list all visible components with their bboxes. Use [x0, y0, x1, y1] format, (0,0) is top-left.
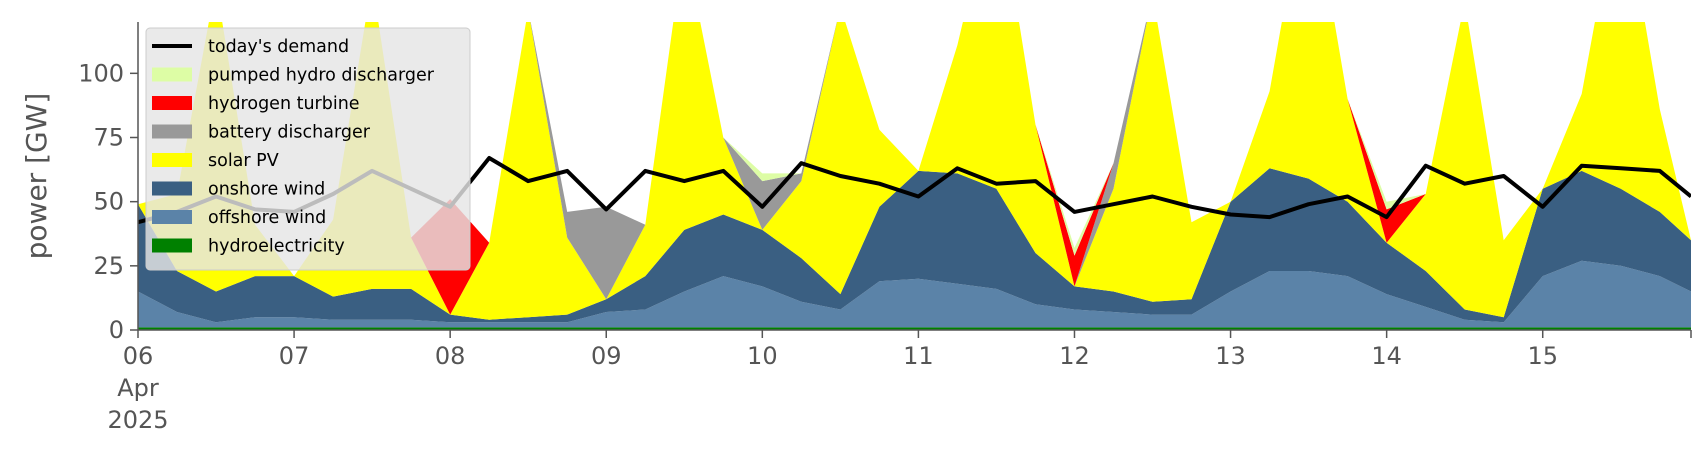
x-tick-label: 15 [1527, 342, 1558, 370]
legend-swatch [152, 96, 192, 110]
legend-box [145, 27, 471, 271]
y-tick-label: 25 [93, 252, 124, 280]
axes: 0 25 50 75 100 06 Apr 2025 07 08 09 10 11 12 13 14 15 [78, 22, 1692, 434]
x-tick-label: 06 Apr 2025 [107, 342, 168, 434]
x-tick-label: 10 [747, 342, 778, 370]
legend-entry-today-s-demand: today's demand [152, 37, 349, 57]
legend-label: onshore wind [208, 180, 325, 200]
x-tick-label: 11 [903, 342, 934, 370]
x-tick-label: 08 [435, 342, 466, 370]
legend-label: pumped hydro discharger [208, 66, 435, 86]
legend-swatch [152, 238, 192, 253]
legend-entry-hydrogen-turbine: hydrogen turbine [152, 94, 360, 114]
legend-label: offshore wind [208, 208, 326, 228]
y-tick-label: 0 [109, 316, 124, 344]
x-tick-label: 07 [279, 342, 310, 370]
legend-label: today's demand [208, 37, 349, 57]
x-tick-label: 14 [1371, 342, 1402, 370]
legend-entry-pumped-hydro-discharger: pumped hydro discharger [152, 66, 435, 86]
y-axis-label: power [GW] [20, 93, 53, 260]
legend-swatch [152, 124, 192, 139]
legend: today's demand pumped hydro discharger hyd… [145, 27, 471, 271]
area-solar-pv [138, 22, 1691, 320]
legend-entry-hydroelectricity: hydroelectricity [152, 237, 345, 257]
x-tick-label: 13 [1215, 342, 1246, 370]
legend-entry-solar-pv: solar PV [152, 151, 279, 171]
legend-swatch [152, 153, 192, 167]
y-tick-label: 50 [93, 188, 124, 216]
legend-label: battery discharger [208, 123, 371, 143]
y-tick-label: 75 [93, 124, 124, 152]
legend-swatch [152, 67, 192, 82]
y-tick-label: 100 [78, 59, 124, 87]
legend-entry-battery-discharger: battery discharger [152, 123, 371, 143]
legend-entry-onshore-wind: onshore wind [152, 180, 325, 200]
legend-swatch [152, 210, 192, 224]
area-offshore-wind [138, 260, 1691, 328]
legend-label: solar PV [208, 151, 279, 171]
legend-swatch [152, 181, 192, 196]
legend-label: hydroelectricity [208, 237, 345, 257]
x-tick-label: 12 [1059, 342, 1090, 370]
legend-entry-offshore-wind: offshore wind [152, 208, 326, 228]
x-tick-label: 09 [591, 342, 622, 370]
legend-label: hydrogen turbine [208, 94, 360, 114]
